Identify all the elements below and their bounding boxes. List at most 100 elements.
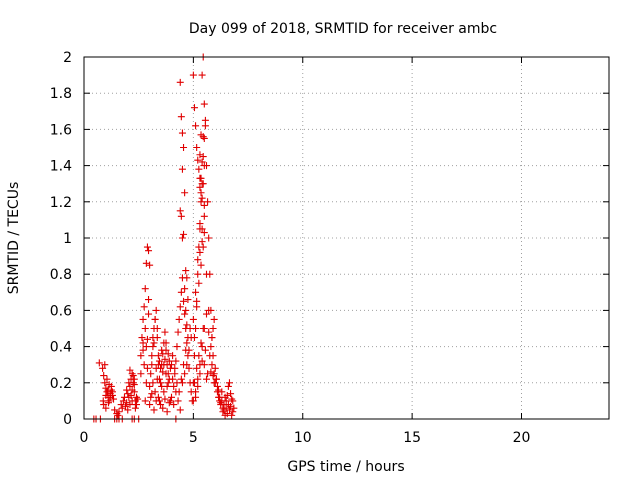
- data-point: [190, 334, 198, 342]
- data-point: [196, 220, 204, 228]
- data-point: [141, 325, 149, 332]
- data-point: [172, 357, 180, 365]
- x-tick-label: 0: [80, 430, 89, 446]
- data-point: [178, 129, 186, 137]
- data-point: [102, 404, 110, 412]
- data-point: [197, 198, 205, 206]
- data-point: [162, 339, 170, 347]
- data-point: [195, 352, 203, 360]
- data-point: [203, 375, 210, 383]
- data-point: [126, 366, 134, 374]
- y-tick-label: 1.4: [50, 159, 72, 175]
- data-point: [227, 390, 235, 398]
- data-point: [196, 370, 204, 378]
- data-point: [194, 156, 202, 164]
- y-tick-label: 0.4: [50, 340, 72, 356]
- data-point: [199, 133, 207, 141]
- data-point: [115, 408, 123, 416]
- data-point: [160, 361, 168, 369]
- data-point: [183, 339, 191, 347]
- data-point: [139, 346, 147, 354]
- y-tick-label: 1: [63, 231, 72, 247]
- data-point: [133, 401, 140, 409]
- data-point: [185, 364, 193, 372]
- data-point: [183, 274, 191, 282]
- y-tick-label: 1.2: [50, 195, 72, 211]
- data-point: [176, 406, 184, 414]
- data-point: [139, 339, 147, 347]
- data-point: [137, 370, 145, 378]
- data-point: [157, 401, 165, 409]
- data-point: [146, 401, 154, 409]
- data-point: [137, 352, 145, 360]
- data-point: [204, 370, 212, 378]
- data-point: [117, 401, 125, 409]
- data-point: [193, 364, 201, 372]
- data-point: [103, 375, 111, 383]
- x-tick-label: 20: [513, 430, 531, 446]
- data-point: [163, 408, 171, 416]
- data-point: [170, 401, 178, 409]
- data-point: [161, 328, 169, 336]
- data-point: [145, 296, 153, 304]
- data-point: [199, 180, 207, 188]
- data-point: [159, 368, 167, 376]
- y-tick-label: 1.6: [50, 122, 72, 138]
- data-point: [216, 393, 224, 401]
- data-point: [180, 297, 188, 305]
- data-point: [200, 162, 208, 170]
- data-point: [209, 372, 217, 380]
- data-point: [154, 393, 162, 401]
- data-point: [143, 335, 151, 343]
- data-point: [114, 411, 122, 419]
- data-point: [203, 310, 210, 318]
- data-point: [146, 261, 154, 269]
- data-point: [180, 230, 188, 238]
- data-point: [148, 361, 156, 369]
- data-point: [184, 296, 192, 304]
- data-point: [141, 285, 149, 293]
- data-point: [122, 402, 130, 410]
- data-point: [225, 379, 233, 387]
- data-point: [154, 352, 162, 360]
- data-point: [192, 393, 200, 401]
- data-point: [192, 288, 200, 296]
- data-point: [224, 382, 232, 390]
- data-point: [230, 404, 238, 412]
- data-point: [181, 310, 189, 318]
- data-point: [128, 397, 136, 405]
- data-point: [219, 408, 227, 416]
- data-point: [174, 397, 182, 405]
- data-point: [184, 352, 192, 360]
- data-point: [210, 315, 218, 323]
- data-point: [106, 393, 114, 401]
- data-point: [124, 406, 132, 414]
- data-point: [138, 334, 146, 342]
- data-point: [152, 306, 160, 314]
- data-point: [151, 388, 159, 396]
- data-point: [189, 397, 197, 405]
- data-point: [182, 346, 190, 354]
- data-point: [142, 259, 150, 267]
- data-point: [118, 404, 126, 412]
- data-point: [190, 104, 198, 112]
- data-point: [194, 256, 202, 264]
- data-point: [181, 285, 189, 293]
- data-point: [181, 189, 189, 197]
- data-point: [158, 346, 166, 354]
- data-point: [161, 395, 169, 403]
- data-point: [197, 174, 205, 182]
- data-point: [149, 343, 157, 351]
- data-point: [147, 393, 155, 401]
- data-point: [182, 306, 190, 314]
- data-point: [110, 395, 118, 403]
- data-point: [161, 355, 169, 363]
- y-axis: 0 0.2 0.4 0.6 0.8 1 1.2 1.4 1.6 1.8 2: [50, 50, 609, 428]
- data-point: [178, 234, 186, 242]
- data-point: [221, 411, 229, 419]
- data-point: [149, 379, 157, 387]
- data-point: [139, 315, 147, 323]
- data-point: [146, 382, 154, 390]
- data-point: [190, 379, 198, 387]
- data-point: [164, 350, 172, 358]
